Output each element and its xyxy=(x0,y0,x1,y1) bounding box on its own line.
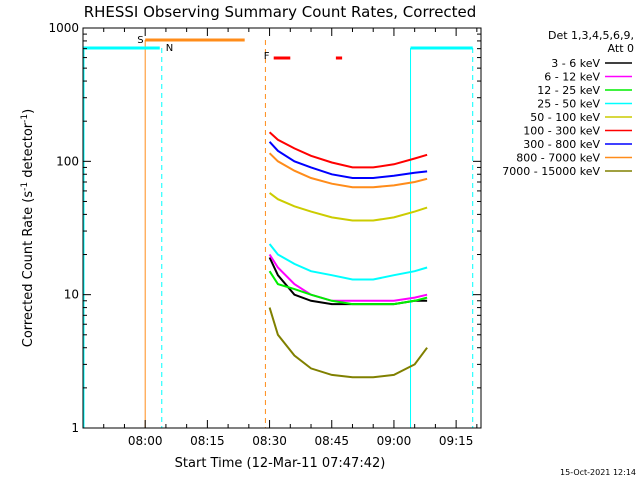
y-axis-label: Corrected Count Rate (s-1 detector-1) xyxy=(20,109,36,347)
y-axis-label-main: Corrected Count Rate (s xyxy=(21,191,36,348)
legend-label: 25 - 50 keV xyxy=(537,98,600,111)
legend-label: 12 - 25 keV xyxy=(537,84,600,97)
x-tick-label: 08:00 xyxy=(128,434,163,448)
y-axis-label-end: ) xyxy=(21,109,36,114)
legend-label: 50 - 100 keV xyxy=(530,111,600,124)
flare-label: F xyxy=(264,51,270,62)
x-axis: 08:00 08:15 08:30 08:45 09:00 09:15 xyxy=(103,28,478,448)
x-tick-label: 08:45 xyxy=(314,434,349,448)
series-line-1 xyxy=(268,253,428,302)
saa-label: S xyxy=(137,35,143,46)
legend-label: 7000 - 15000 keV xyxy=(502,165,600,178)
legend-label: 3 - 6 keV xyxy=(551,57,600,70)
y-tick-label: 10 xyxy=(64,288,79,302)
legend-label: 100 - 300 keV xyxy=(523,125,600,138)
series-line-2 xyxy=(268,270,428,306)
y-axis-label-mid: detector xyxy=(21,122,36,182)
night-label: N xyxy=(166,43,173,54)
chart-title: RHESSI Observing Summary Count Rates, Co… xyxy=(84,3,477,21)
legend-title-2: Att 0 xyxy=(608,42,634,55)
timestamp: 15-Oct-2021 12:14 xyxy=(560,468,636,477)
x-axis-label: Start Time (12-Mar-11 07:47:42) xyxy=(175,456,386,471)
y-tick-label: 1 xyxy=(71,421,79,435)
legend-title-1: Det 1,3,4,5,6,9, xyxy=(548,29,634,42)
plot-frame xyxy=(82,27,482,429)
series-line-8 xyxy=(268,307,428,379)
series-lines xyxy=(268,131,428,379)
series-line-7 xyxy=(268,152,428,189)
y-tick-label: 100 xyxy=(56,154,79,168)
y-axis-label-sup2: -1 xyxy=(20,114,30,123)
x-tick-label: 09:15 xyxy=(439,434,474,448)
series-line-6 xyxy=(268,141,428,179)
legend-label: 6 - 12 keV xyxy=(544,71,600,84)
series-line-3 xyxy=(268,243,428,281)
x-tick-label: 08:15 xyxy=(190,434,225,448)
x-tick-label: 09:00 xyxy=(377,434,412,448)
series-line-5 xyxy=(268,131,428,169)
legend-label: 800 - 7000 keV xyxy=(516,152,600,165)
x-tick-label: 08:30 xyxy=(252,434,287,448)
annotations: S N F xyxy=(83,35,474,428)
series-line-4 xyxy=(268,192,428,222)
legend-label: 300 - 800 keV xyxy=(523,138,600,151)
y-axis-label-sup1: -1 xyxy=(20,182,30,191)
y-tick-label: 1000 xyxy=(48,21,79,35)
y-axis: 1 10 100 1000 xyxy=(48,21,481,435)
series-line-0 xyxy=(268,257,428,306)
